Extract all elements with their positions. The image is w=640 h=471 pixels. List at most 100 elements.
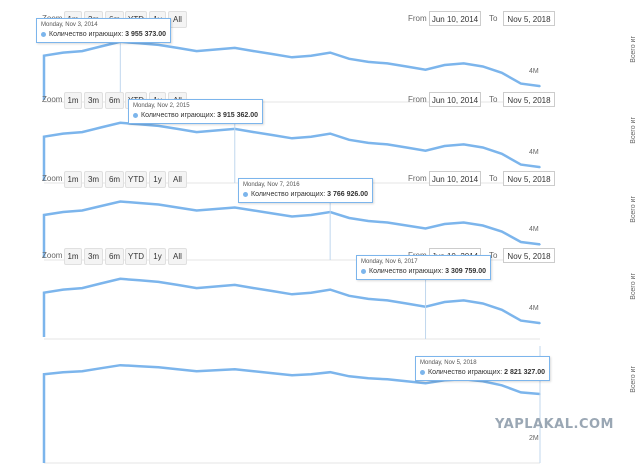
data-point xyxy=(100,282,102,285)
zoom-label: Zoom xyxy=(42,251,63,260)
y-axis-label: Всего иг xyxy=(630,36,637,63)
data-point xyxy=(62,288,64,291)
data-point xyxy=(329,371,332,373)
data-point xyxy=(214,129,217,132)
zoom-1y-button[interactable]: 1y xyxy=(149,171,166,188)
zoom-1m-button[interactable]: 1m xyxy=(64,248,82,265)
y-axis-label: Всего иг xyxy=(630,366,637,393)
zoom-all-button[interactable]: All xyxy=(168,248,187,265)
data-point xyxy=(462,299,465,302)
from-date-input[interactable]: Jun 10, 2014 xyxy=(429,171,481,186)
data-point xyxy=(291,56,293,59)
to-label: To xyxy=(489,14,498,23)
data-point xyxy=(348,217,351,219)
data-point xyxy=(443,145,446,147)
data-point xyxy=(272,290,274,292)
to-date-input[interactable]: Nov 5, 2018 xyxy=(503,171,555,186)
zoom-3m-button[interactable]: 3m xyxy=(84,92,103,109)
series-dot-icon xyxy=(361,268,366,274)
data-point xyxy=(539,243,541,246)
data-point xyxy=(195,50,198,52)
data-point xyxy=(138,365,141,367)
data-point xyxy=(501,309,503,311)
zoom-6m-button[interactable]: 6m xyxy=(105,248,124,265)
data-point xyxy=(367,377,370,380)
data-point xyxy=(214,285,217,288)
data-point xyxy=(462,62,465,65)
data-point xyxy=(272,212,274,215)
zoom-ytd-button[interactable]: YTD xyxy=(125,171,147,188)
data-point xyxy=(443,301,446,303)
tooltip: Monday, Nov 3, 2014 Количество играющих: … xyxy=(36,18,171,43)
watermark: YAPLAKAL.COM xyxy=(495,417,614,432)
to-date-input[interactable]: Nov 5, 2018 xyxy=(503,248,555,263)
zoom-ytd-button[interactable]: YTD xyxy=(125,248,147,265)
data-point xyxy=(100,367,102,369)
data-point xyxy=(272,53,274,55)
data-point xyxy=(81,287,83,289)
data-point xyxy=(100,45,102,48)
data-point xyxy=(157,281,160,283)
zoom-6m-button[interactable]: 6m xyxy=(105,92,124,109)
tooltip-label: Количество играющих: xyxy=(49,31,126,38)
data-point xyxy=(482,302,484,305)
series-line xyxy=(42,40,541,100)
zoom-3m-button[interactable]: 3m xyxy=(84,171,103,188)
data-point xyxy=(157,44,160,46)
data-point xyxy=(176,128,179,130)
data-point xyxy=(424,149,427,152)
to-date-input[interactable]: Nov 5, 2018 xyxy=(503,11,555,26)
data-point xyxy=(520,391,522,394)
y-axis-label: Всего иг xyxy=(630,273,637,300)
data-point xyxy=(81,50,83,52)
data-point xyxy=(138,279,141,282)
to-date-input[interactable]: Nov 5, 2018 xyxy=(503,92,555,107)
data-point xyxy=(119,122,122,124)
data-point xyxy=(310,214,312,216)
data-point xyxy=(253,370,255,372)
data-point xyxy=(234,284,236,286)
zoom-1m-button[interactable]: 1m xyxy=(64,171,82,188)
data-point xyxy=(367,298,370,300)
tooltip-date: Monday, Nov 2, 2015 xyxy=(133,103,190,109)
data-point xyxy=(501,230,503,233)
zoom-1m-button[interactable]: 1m xyxy=(64,92,82,109)
data-point xyxy=(43,135,45,138)
tooltip-date: Monday, Nov 5, 2018 xyxy=(420,360,477,366)
data-point xyxy=(291,374,293,377)
data-point xyxy=(348,139,351,141)
data-point xyxy=(195,131,198,133)
zoom-all-button[interactable]: All xyxy=(168,171,187,188)
from-label: From xyxy=(408,95,427,104)
data-point xyxy=(386,221,389,224)
data-point xyxy=(100,126,102,129)
zoom-3m-button[interactable]: 3m xyxy=(84,248,103,265)
data-point xyxy=(253,131,255,133)
data-point xyxy=(176,47,179,49)
series-dot-icon xyxy=(420,369,425,375)
data-point xyxy=(348,58,351,60)
data-point xyxy=(501,72,503,74)
chart-panel: Monday, Nov 5, 2018 Количество играющих: … xyxy=(0,326,640,471)
data-point xyxy=(119,200,122,203)
data-point xyxy=(81,209,83,212)
data-point xyxy=(43,373,45,375)
tooltip-row: Количество играющих: 3 766 926.00 xyxy=(243,190,368,200)
data-point xyxy=(520,163,522,166)
from-date-input[interactable]: Jun 10, 2014 xyxy=(429,11,481,26)
data-point xyxy=(291,215,293,218)
data-point xyxy=(405,224,408,227)
data-point xyxy=(367,142,370,144)
data-point xyxy=(424,227,427,230)
data-point xyxy=(272,134,274,136)
data-point xyxy=(234,368,236,370)
data-point xyxy=(348,295,351,297)
zoom-6m-button[interactable]: 6m xyxy=(105,171,124,188)
from-date-input[interactable]: Jun 10, 2014 xyxy=(429,92,481,107)
data-point xyxy=(214,208,217,210)
data-point xyxy=(443,223,446,225)
zoom-1y-button[interactable]: 1y xyxy=(149,248,166,265)
